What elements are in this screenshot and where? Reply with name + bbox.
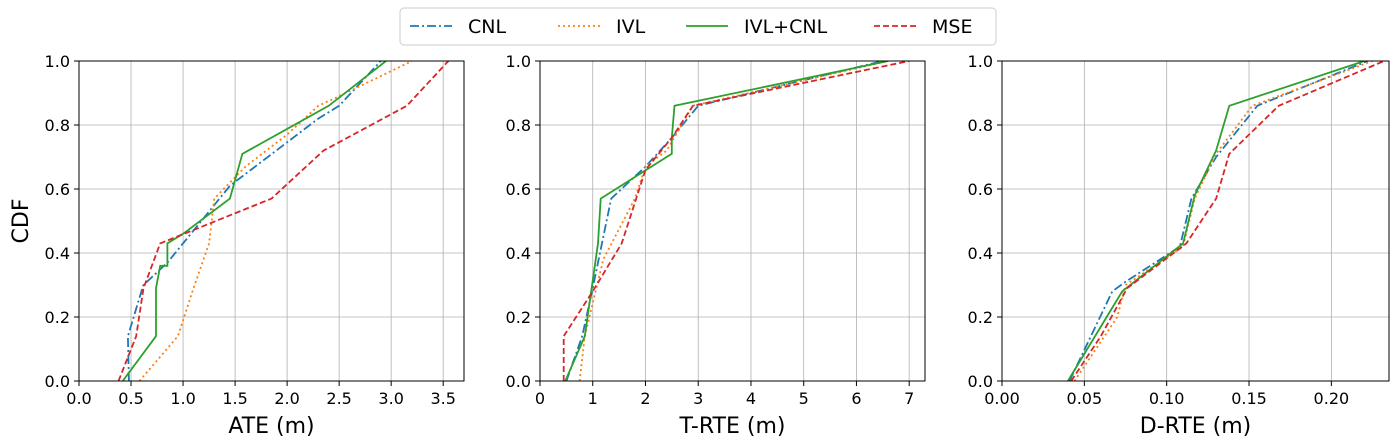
x-tick-label: 1 [588,389,598,408]
series-line-ivl [138,61,413,381]
y-tick-label: 0.8 [968,116,993,135]
series-line-ivl [1073,61,1373,381]
x-tick-label: 1.5 [222,389,247,408]
x-tick-label: 0.5 [118,389,143,408]
series-line-ivl [578,61,889,381]
x-tick-label: 0.20 [1314,389,1350,408]
y-tick-label: 0.0 [506,372,531,391]
series-line-ivl-cnl [564,61,889,381]
y-tick-label: 1.0 [506,52,531,71]
x-tick-label: 0 [535,389,545,408]
legend-entry-mse: MSE [874,16,972,38]
x-axis-label: T-RTE (m) [679,414,786,439]
y-tick-label: 0.2 [506,308,531,327]
legend: CNL IVL IVL+CNL MSE [399,7,997,46]
x-tick-label: 0.0 [66,389,91,408]
y-tick-label: 1.0 [45,52,70,71]
y-tick-label: 0.8 [506,116,531,135]
series-line-ivl-cnl [1067,61,1365,381]
chart-panel-2: 0 1 2 3 4 5 6 7 0.0 0.2 0.4 0.6 0.8 1.0 T-RTE (m) [506,52,926,439]
y-tick-label: 1.0 [968,52,993,71]
x-axis-label: ATE (m) [228,414,314,439]
legend-entry-ivl-cnl: IVL+CNL [686,16,828,38]
plot-frame [1001,60,1390,382]
series-line-cnl [565,61,884,381]
y-tick-label: 0.0 [45,372,70,391]
series-line-cnl [126,61,382,381]
series-line-ivl-cnl [121,61,387,381]
x-tick-label: 3.0 [378,389,403,408]
legend-entry-ivl: IVL [558,16,646,38]
x-tick-label: 3.5 [430,389,455,408]
y-tick-label: 0.4 [45,244,70,263]
x-tick-label: 0.10 [1149,389,1185,408]
legend-entry-cnl: CNL [410,16,506,38]
x-tick-label: 1.0 [170,389,195,408]
y-tick-label: 0.4 [968,244,993,263]
chart-panel-1: 0.0 0.5 1.0 1.5 2.0 2.5 3.0 3.5 0.0 0.2 0.4 0.6 0.8 1… [9,52,465,439]
y-tick-label: 0.2 [45,308,70,327]
x-tick-label: 3 [693,389,703,408]
x-tick-label: 0.15 [1231,389,1267,408]
series-line-mse [1070,61,1385,381]
y-axis-label: CDF [9,199,34,244]
series-line-mse [117,61,450,381]
legend-label: IVL+CNL [744,16,828,38]
x-tick-label: 5 [799,389,809,408]
x-tick-label: 7 [904,389,914,408]
y-tick-label: 0.4 [506,244,531,263]
x-tick-label: 2.0 [274,389,299,408]
x-tick-label: 2 [640,389,650,408]
legend-label: IVL [616,16,646,38]
y-tick-label: 0.6 [968,180,993,199]
y-tick-label: 0.2 [968,308,993,327]
plot-frame [78,60,465,382]
y-tick-label: 0.6 [45,180,70,199]
y-tick-label: 0.8 [45,116,70,135]
y-tick-label: 0.6 [506,180,531,199]
x-tick-label: 0.05 [1067,389,1103,408]
series-line-cnl [1068,61,1368,381]
legend-label: CNL [468,16,506,38]
series-line-mse [562,61,910,381]
x-axis-label: D-RTE (m) [1140,414,1252,439]
chart-panel-3: 0.00 0.05 0.10 0.15 0.20 0.0 0.2 0.4 0.6 0.8 1.0 D-… [968,52,1390,439]
x-tick-label: 4 [746,389,756,408]
legend-label: MSE [932,16,972,38]
plot-frame [539,60,926,382]
x-tick-label: 6 [851,389,861,408]
x-tick-label: 2.5 [326,389,351,408]
y-tick-label: 0.0 [968,372,993,391]
x-tick-label: 0.00 [984,389,1020,408]
